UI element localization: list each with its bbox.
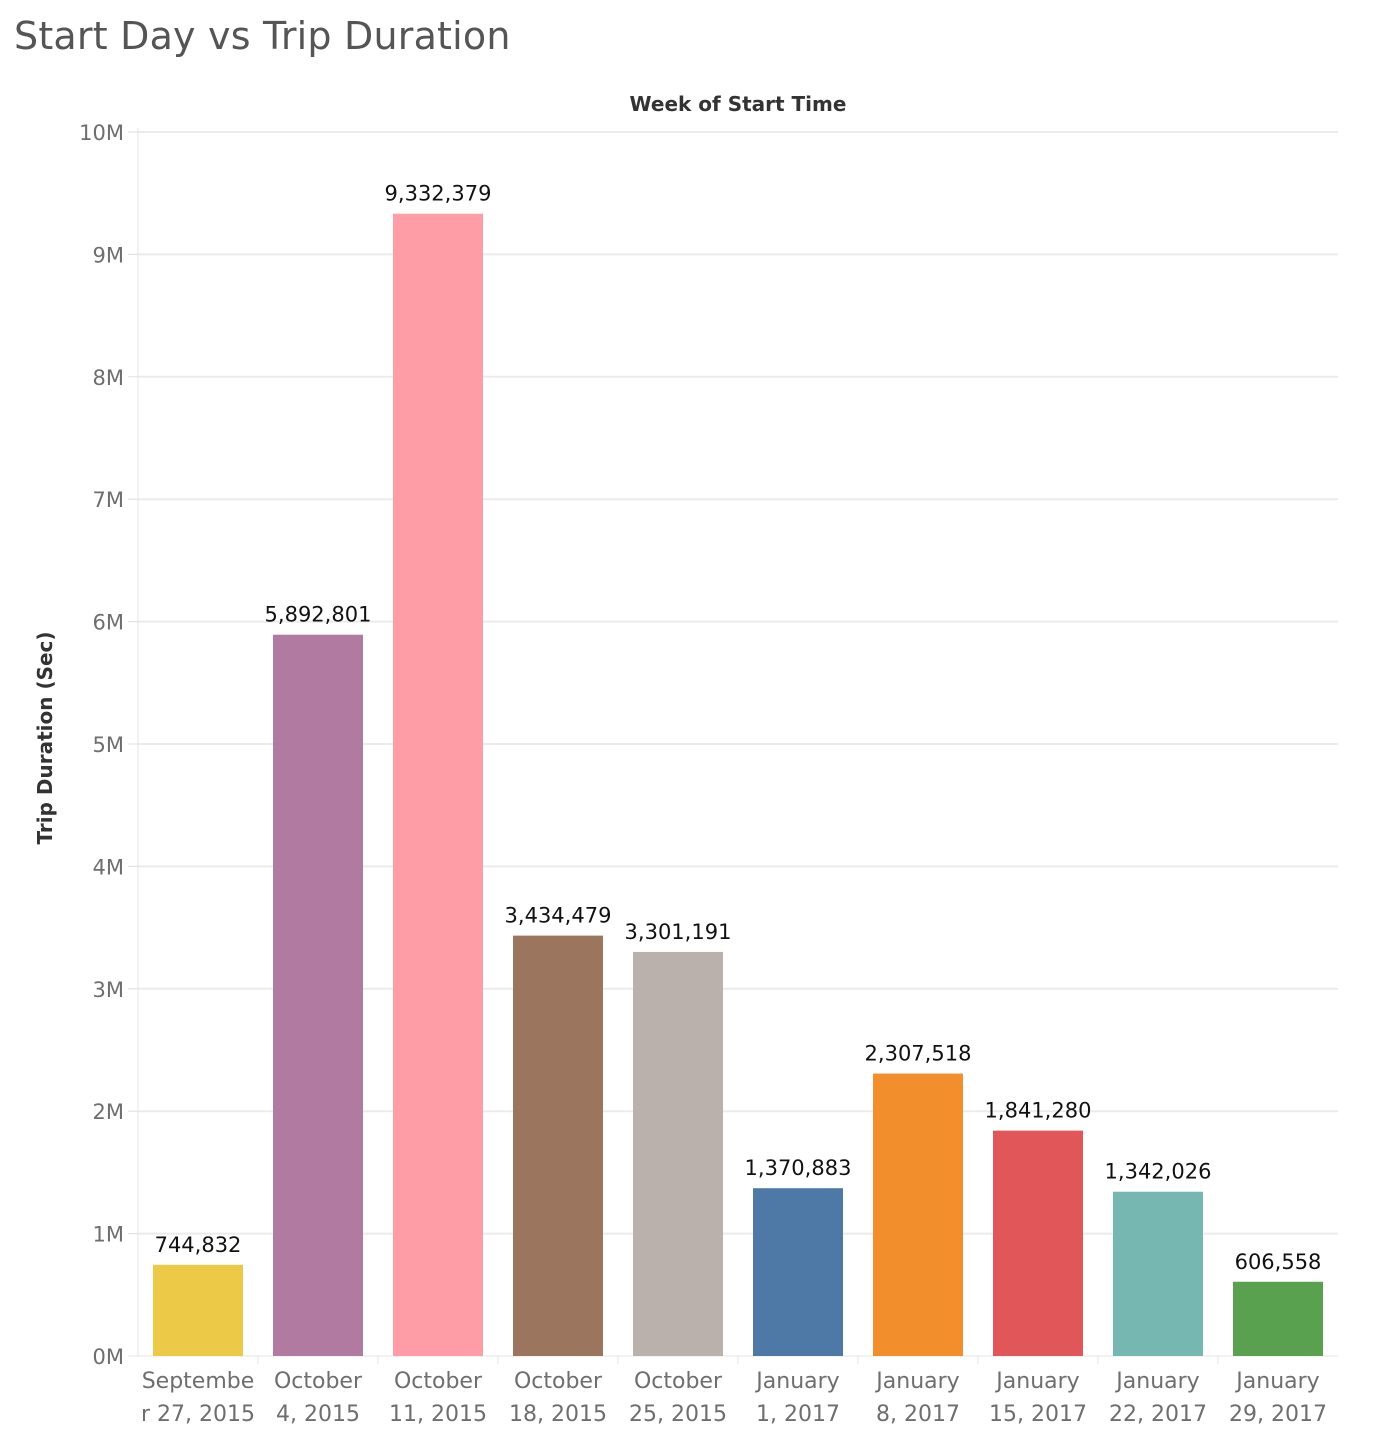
bars bbox=[153, 213, 1323, 1357]
bar bbox=[513, 935, 603, 1356]
bar bbox=[873, 1073, 963, 1356]
x-tick-label: 1, 2017 bbox=[756, 1402, 840, 1427]
bar bbox=[1113, 1191, 1203, 1356]
x-tick-label: 4, 2015 bbox=[276, 1402, 360, 1427]
x-tick-label: 8, 2017 bbox=[876, 1402, 960, 1427]
bar bbox=[993, 1130, 1083, 1356]
y-tick-label: 0M bbox=[93, 1345, 124, 1369]
data-label: 3,301,191 bbox=[625, 920, 732, 944]
x-tick-label: 29, 2017 bbox=[1229, 1402, 1327, 1427]
x-tick-label: r 27, 2015 bbox=[141, 1402, 255, 1427]
axes: 0M 1M 2M 3M 4M 5M 6M 7M 8M 9M 10M bbox=[79, 121, 1338, 1369]
x-tick-label: October bbox=[394, 1369, 483, 1394]
data-label: 1,370,883 bbox=[745, 1156, 852, 1180]
y-tick-label: 8M bbox=[93, 366, 124, 390]
data-label: 1,342,026 bbox=[1105, 1160, 1212, 1184]
chart-title: Start Day vs Trip Duration bbox=[14, 14, 511, 58]
category-labels: Septembe r 27, 2015 October 4, 2015 October 1… bbox=[141, 1369, 1327, 1427]
x-tick-label: January bbox=[1234, 1369, 1319, 1394]
bar bbox=[1233, 1281, 1323, 1356]
x-tick-label: January bbox=[1114, 1369, 1199, 1394]
x-tick-label: Septembe bbox=[142, 1369, 255, 1394]
x-tick-label: October bbox=[274, 1369, 363, 1394]
bar bbox=[633, 951, 723, 1356]
bar bbox=[753, 1188, 843, 1356]
y-tick-label: 9M bbox=[93, 243, 124, 267]
x-tick-label: 18, 2015 bbox=[509, 1402, 607, 1427]
x-tick-label: October bbox=[634, 1369, 723, 1394]
x-tick-label: January bbox=[874, 1369, 959, 1394]
data-label: 9,332,379 bbox=[385, 182, 492, 206]
y-axis-title: Trip Duration (Sec) bbox=[33, 631, 57, 844]
data-label: 744,832 bbox=[155, 1233, 242, 1257]
bar bbox=[153, 1264, 243, 1356]
y-tick-label: 3M bbox=[93, 978, 124, 1002]
data-label: 2,307,518 bbox=[865, 1042, 972, 1066]
y-tick-label: 4M bbox=[93, 855, 124, 879]
y-tick-label: 10M bbox=[79, 121, 124, 145]
data-labels: 744,832 5,892,801 9,332,379 3,434,479 3,301,… bbox=[155, 182, 1322, 1274]
y-tick-label: 5M bbox=[93, 733, 124, 757]
data-label: 606,558 bbox=[1235, 1250, 1322, 1274]
x-tick-label: October bbox=[514, 1369, 603, 1394]
data-label: 5,892,801 bbox=[265, 603, 372, 627]
x-tick-label: 15, 2017 bbox=[989, 1402, 1087, 1427]
data-label: 1,841,280 bbox=[985, 1099, 1092, 1123]
x-tick-label: 22, 2017 bbox=[1109, 1402, 1207, 1427]
x-tick-label: January bbox=[754, 1369, 839, 1394]
x-tick-label: January bbox=[994, 1369, 1079, 1394]
y-tick-label: 6M bbox=[93, 611, 124, 635]
data-label: 3,434,479 bbox=[505, 904, 612, 928]
y-tick-label: 1M bbox=[93, 1223, 124, 1247]
y-tick-label: 7M bbox=[93, 488, 124, 512]
x-axis-title: Week of Start Time bbox=[630, 92, 847, 116]
x-tick-label: 11, 2015 bbox=[389, 1402, 487, 1427]
x-tick-label: 25, 2015 bbox=[629, 1402, 727, 1427]
bar bbox=[273, 634, 363, 1356]
y-tick-label: 2M bbox=[93, 1100, 124, 1124]
bar bbox=[393, 213, 483, 1357]
